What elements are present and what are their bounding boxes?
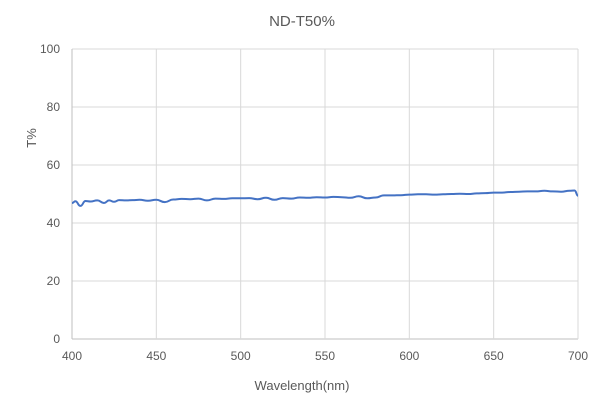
y-tick-label: 60 — [47, 158, 61, 172]
chart-title: ND-T50% — [269, 13, 335, 30]
y-axis-ticks: 0 20 40 60 80 100 — [40, 42, 60, 346]
transmission-line — [71, 189, 579, 207]
x-tick-label: 400 — [62, 349, 82, 363]
x-axis-label: Wavelength(nm) — [255, 378, 350, 393]
y-tick-label: 20 — [47, 274, 61, 288]
y-tick-label: 40 — [47, 216, 61, 230]
y-tick-label: 100 — [40, 42, 60, 56]
x-tick-label: 450 — [146, 349, 166, 363]
x-axis-ticks: 400 450 500 550 600 650 700 — [62, 349, 588, 363]
x-tick-label: 700 — [568, 349, 588, 363]
y-tick-label: 0 — [53, 332, 60, 346]
y-axis-label: T% — [24, 128, 39, 148]
x-tick-label: 600 — [399, 349, 419, 363]
y-tick-label: 80 — [47, 100, 61, 114]
x-tick-label: 550 — [315, 349, 335, 363]
grid-lines — [71, 48, 579, 340]
x-tick-label: 500 — [231, 349, 251, 363]
x-tick-label: 650 — [484, 349, 504, 363]
